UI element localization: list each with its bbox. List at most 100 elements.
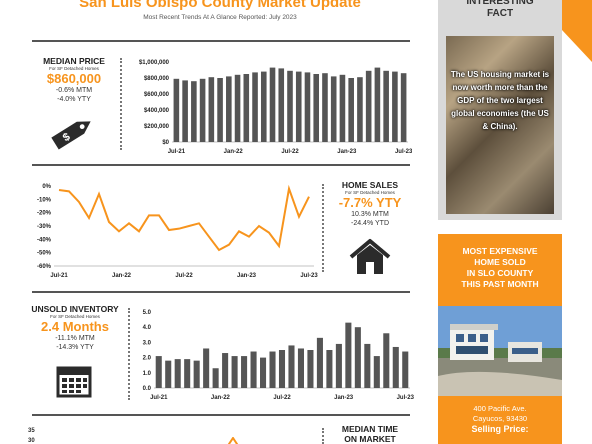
bar bbox=[313, 74, 320, 142]
expensive-title-line2: HOME SOLD bbox=[474, 257, 526, 267]
expensive-title-line4: THIS PAST MONTH bbox=[461, 279, 539, 289]
home-sales-chart: 0% -10% -20% -30% -40% -50% -60% Jul-21 Jan-22 Ju… bbox=[28, 180, 318, 280]
bar bbox=[174, 359, 181, 388]
x-tick-label: Jan-22 bbox=[224, 149, 244, 155]
x-tick-label: Jul-21 bbox=[150, 395, 168, 401]
y-tick-label: 0.0 bbox=[143, 386, 152, 392]
selling-price-label: Selling Price: bbox=[471, 424, 529, 434]
house-icon bbox=[348, 238, 392, 281]
median-time-partial-axis: 35 30 bbox=[28, 428, 35, 444]
bar bbox=[193, 360, 200, 388]
y-tick-label: -20% bbox=[37, 211, 52, 217]
bar bbox=[212, 368, 219, 388]
bar bbox=[295, 71, 302, 142]
bar bbox=[252, 72, 258, 142]
y-tick-label: -60% bbox=[37, 264, 52, 270]
y-tick-label: 5.0 bbox=[143, 310, 152, 316]
x-tick-label: Jul-22 bbox=[175, 273, 193, 279]
address-line1: 400 Pacific Ave. bbox=[473, 404, 527, 413]
bar bbox=[383, 333, 390, 388]
bar bbox=[364, 343, 371, 388]
bar bbox=[234, 74, 241, 142]
bar bbox=[339, 74, 346, 142]
bar bbox=[354, 327, 361, 388]
x-tick-label: Jul-23 bbox=[397, 395, 414, 401]
home-sales-stat: HOME SALES For SF Detached Homes -7.7% Y… bbox=[330, 180, 410, 228]
x-tick-label: Jul-22 bbox=[273, 395, 291, 401]
page-header: San Luis Obispo County Market Update Mos… bbox=[30, 0, 410, 21]
expensive-title-line3: IN SLO COUNTY bbox=[466, 268, 534, 278]
median-price-ytd: -4.0% YTY bbox=[57, 96, 91, 103]
bar bbox=[250, 351, 257, 388]
bar bbox=[269, 67, 276, 142]
y-tick-label: $400,000 bbox=[144, 108, 170, 114]
page-title: San Luis Obispo County Market Update bbox=[79, 0, 361, 11]
y-tick-label: 2.0 bbox=[143, 356, 152, 362]
y-tick-label: 1.0 bbox=[143, 371, 152, 377]
x-tick-label: Jan-23 bbox=[337, 149, 357, 155]
home-sales-value: -7.7% YTY bbox=[338, 195, 402, 210]
x-tick-label: Jan-22 bbox=[112, 273, 132, 279]
median-price-chart: $0 $200,000 $400,000 $600,000 $800,000 $1,000… bbox=[126, 56, 412, 156]
unsold-inventory-ytd: -14.3% YTY bbox=[56, 344, 94, 351]
x-tick-label: Jul-23 bbox=[395, 149, 412, 155]
bar bbox=[304, 72, 311, 142]
bar bbox=[208, 77, 215, 142]
y-tick-label: -10% bbox=[37, 197, 52, 203]
bar bbox=[374, 67, 381, 142]
bar bbox=[365, 70, 372, 142]
x-tick-label: Jul-23 bbox=[300, 273, 318, 279]
bar bbox=[173, 78, 180, 142]
unsold-inventory-sublabel: For SF Detached Homes bbox=[50, 314, 100, 319]
bar bbox=[335, 343, 342, 388]
address-line2: Cayucos, 93430 bbox=[472, 414, 528, 423]
bar bbox=[392, 71, 398, 142]
home-sales-sublabel: For SF Detached Homes bbox=[345, 190, 395, 195]
divider bbox=[32, 40, 410, 42]
y-tick-label: $800,000 bbox=[144, 76, 170, 82]
bar bbox=[400, 73, 407, 142]
bar bbox=[348, 78, 354, 142]
x-tick-label: Jul-22 bbox=[281, 149, 299, 155]
y-tick-label: $600,000 bbox=[144, 92, 170, 98]
y-tick-label: 0% bbox=[42, 184, 51, 190]
fact-title: INTERESTING FACT bbox=[438, 0, 562, 20]
bar bbox=[373, 356, 380, 388]
bar bbox=[243, 74, 250, 142]
bar bbox=[326, 350, 333, 388]
unsold-inventory-label: UNSOLD INVENTORY bbox=[31, 304, 119, 314]
fact-text: The US housing market is now worth more … bbox=[450, 70, 550, 131]
bar bbox=[316, 337, 323, 388]
home-sales-mtm: 10.3% MTM bbox=[351, 211, 389, 218]
median-price-stat: MEDIAN PRICE For SF Detached Homes $860,… bbox=[34, 56, 114, 104]
median-time-partial-line bbox=[226, 434, 240, 444]
corner-arrow-icon bbox=[562, 0, 592, 62]
separator bbox=[128, 308, 130, 400]
y-tick-label: $0 bbox=[162, 140, 169, 146]
separator bbox=[120, 58, 122, 150]
bar bbox=[330, 76, 337, 142]
bar bbox=[322, 73, 328, 142]
bar bbox=[231, 356, 238, 388]
median-time-stat: MEDIAN TIME ON MARKET bbox=[326, 424, 414, 444]
y-tick-label: 3.0 bbox=[143, 340, 152, 346]
x-tick-label: Jul-21 bbox=[168, 149, 186, 155]
unsold-inventory-chart: 0.0 1.0 2.0 3.0 4.0 5.0 Jul-21 Jan-22 Jul-22 Jan-… bbox=[132, 306, 414, 402]
money-background-image bbox=[446, 36, 554, 214]
bar bbox=[241, 356, 248, 388]
expensive-home-title: MOST EXPENSIVE HOME SOLD IN SLO COUNTY T… bbox=[438, 246, 562, 290]
bar bbox=[260, 357, 267, 388]
calendar-icon bbox=[56, 364, 92, 403]
series-line bbox=[58, 184, 310, 252]
bar bbox=[199, 78, 206, 142]
fact-title-line1: INTERESTING bbox=[466, 0, 534, 7]
bar bbox=[226, 76, 232, 142]
x-tick-label: Jan-22 bbox=[211, 395, 231, 401]
separator bbox=[322, 428, 324, 444]
price-tag-icon: $ bbox=[46, 114, 98, 157]
unsold-inventory-mtm: -11.1% MTM bbox=[55, 335, 95, 342]
bar bbox=[287, 70, 293, 142]
unsold-inventory-value: 2.4 Months bbox=[41, 319, 109, 334]
bar bbox=[182, 80, 188, 142]
home-sales-label: HOME SALES bbox=[341, 180, 399, 190]
